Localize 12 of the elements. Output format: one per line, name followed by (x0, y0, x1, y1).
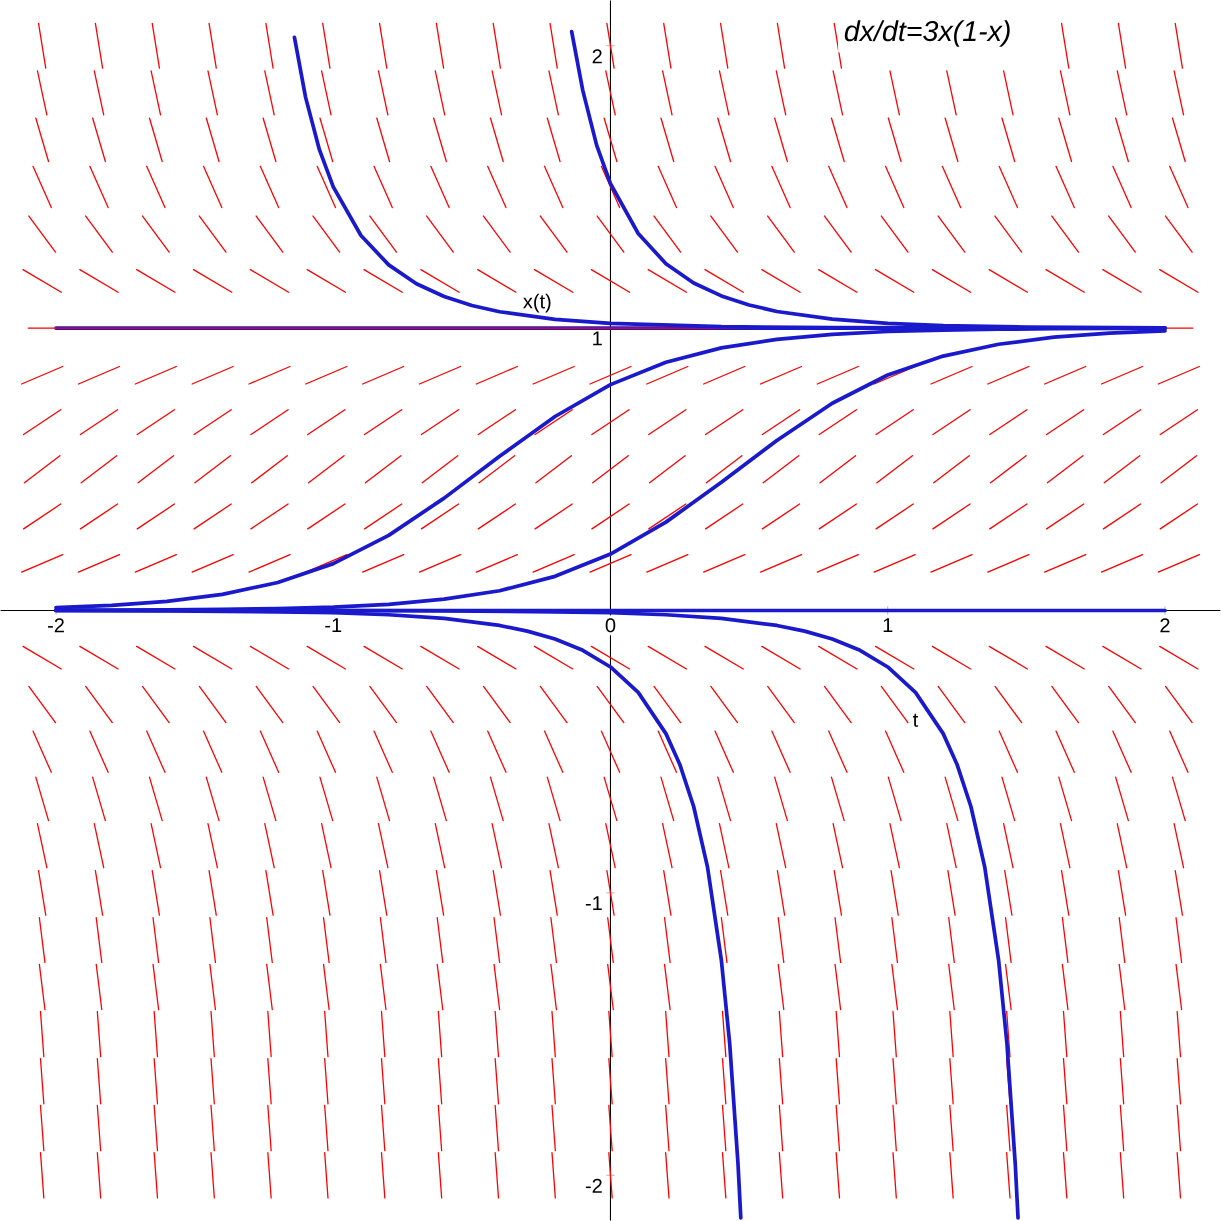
y-tick-label: 1 (593, 331, 602, 346)
x-tick-label: -2 (48, 618, 64, 633)
x-tick-label: 0 (605, 618, 616, 633)
y-tick-label: -2 (585, 1178, 602, 1193)
x-axis-title: t (913, 713, 919, 727)
y-axis-title: x(t) (523, 293, 551, 313)
y-tick-label: 2 (592, 49, 602, 64)
y-tick-label: -1 (585, 896, 602, 911)
x-tick-label: -1 (325, 618, 342, 632)
x-tick-label: 1 (883, 618, 893, 632)
text: dx/dt=3x(1-x) (844, 20, 1010, 47)
x-tick-label: 2 (1160, 618, 1170, 633)
